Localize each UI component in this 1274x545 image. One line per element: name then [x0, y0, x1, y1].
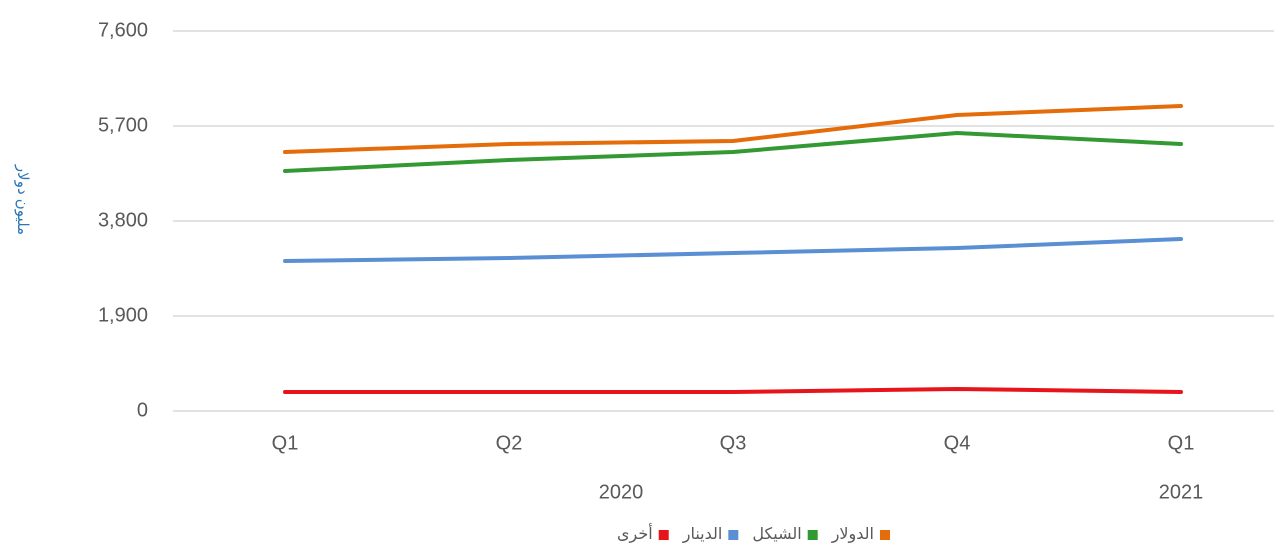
- x-tick-label: Q3: [720, 432, 747, 454]
- legend-swatch: [728, 530, 739, 540]
- x-group-label: 2020: [599, 481, 644, 503]
- legend-text: الدولار: [831, 526, 874, 544]
- x-tick-label: Q1: [272, 432, 299, 454]
- legend-swatch: [658, 530, 669, 540]
- legend-swatch: [807, 530, 818, 540]
- line-series: [283, 131, 1183, 173]
- y-tick-label: 5,700: [98, 114, 148, 136]
- y-tick-label: 0: [137, 399, 148, 421]
- legend-swatch: [880, 530, 890, 540]
- legend-text: الشيكل: [752, 526, 801, 543]
- x-tick-label: Q2: [496, 432, 523, 454]
- x-tick-label: Q1: [1168, 432, 1195, 454]
- y-tick-label: 1,900: [98, 304, 148, 326]
- y-tick-label: 3,800: [98, 209, 148, 231]
- legend-text: أخرى: [617, 523, 653, 544]
- y-tick-label: 7,600: [98, 19, 148, 41]
- x-tick-label: Q4: [944, 432, 971, 454]
- line-series: [283, 237, 1183, 263]
- y-axis-title: مليون دولار: [14, 164, 31, 235]
- line-series: [283, 387, 1183, 394]
- line-series: [283, 104, 1183, 154]
- x-group-label: 2021: [1159, 481, 1204, 503]
- legend-text: الدينار: [682, 526, 723, 544]
